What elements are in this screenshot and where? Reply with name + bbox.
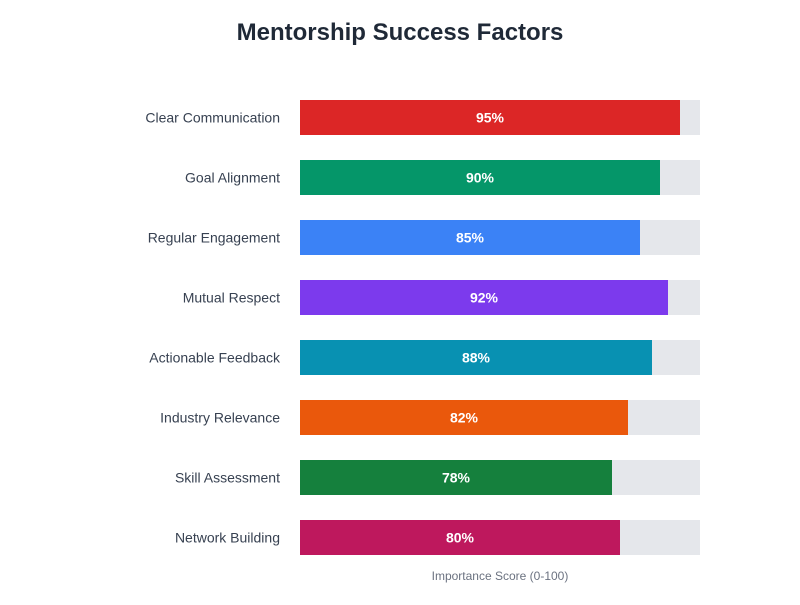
x-axis-label: Importance Score (0-100)	[432, 569, 569, 583]
category-label: Regular Engagement	[148, 230, 280, 246]
value-label: 92%	[470, 290, 499, 306]
value-label: 95%	[476, 110, 505, 126]
bars-group: Clear Communication 95% Goal Alignment 90% R…	[145, 100, 700, 555]
value-label: 88%	[462, 350, 491, 366]
bar-row-industry-relevance: Industry Relevance 82%	[160, 400, 700, 435]
bar	[300, 100, 680, 135]
category-label: Goal Alignment	[185, 170, 280, 186]
category-label: Actionable Feedback	[149, 350, 281, 366]
bar	[300, 340, 652, 375]
value-label: 78%	[442, 470, 471, 486]
bar-row-goal-alignment: Goal Alignment 90%	[185, 160, 700, 195]
category-label: Industry Relevance	[160, 410, 280, 426]
bar	[300, 460, 612, 495]
chart-title: Mentorship Success Factors	[237, 19, 564, 46]
category-label: Mutual Respect	[183, 290, 280, 306]
bar-row-regular-engagement: Regular Engagement 85%	[148, 220, 700, 255]
bar	[300, 520, 620, 555]
value-label: 85%	[456, 230, 485, 246]
bar	[300, 280, 668, 315]
bar-row-clear-communication: Clear Communication 95%	[145, 100, 700, 135]
bar-row-mutual-respect: Mutual Respect 92%	[183, 280, 700, 315]
category-label: Skill Assessment	[175, 470, 280, 486]
bar	[300, 400, 628, 435]
bar-row-actionable-feedback: Actionable Feedback 88%	[149, 340, 700, 375]
bar-row-network-building: Network Building 80%	[175, 520, 700, 555]
value-label: 80%	[446, 530, 475, 546]
category-label: Network Building	[175, 530, 280, 546]
value-label: 90%	[466, 170, 495, 186]
value-label: 82%	[450, 410, 479, 426]
bar	[300, 220, 640, 255]
category-label: Clear Communication	[145, 110, 280, 126]
bar-row-skill-assessment: Skill Assessment 78%	[175, 460, 700, 495]
bar	[300, 160, 660, 195]
